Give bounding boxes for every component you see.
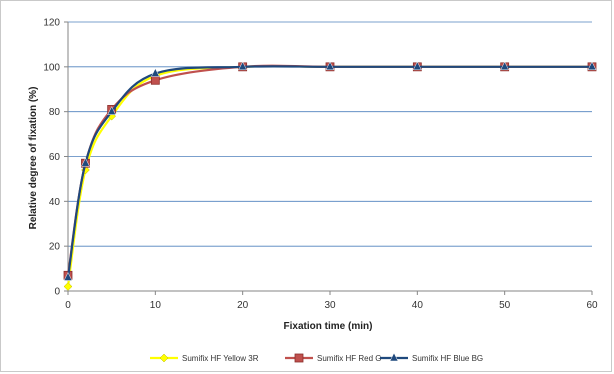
series-line [66, 64, 592, 276]
legend-label: Sumifix HF Yellow 3R [182, 354, 259, 363]
data-point [150, 75, 160, 85]
x-tick-label: 30 [324, 300, 336, 311]
series-line [66, 65, 592, 278]
legend-marker [294, 353, 304, 363]
series-2 [63, 61, 597, 281]
y-tick-label: 80 [49, 107, 61, 118]
y-axis-title: Relative degree of fixation (%) [28, 87, 39, 230]
data-point [412, 61, 422, 71]
data-point [63, 271, 73, 281]
series-1 [63, 62, 597, 280]
y-tick-label: 20 [49, 242, 61, 253]
data-point [107, 106, 117, 115]
x-tick-label: 10 [150, 300, 162, 311]
y-tick-label: 100 [43, 62, 60, 73]
legend-label: Sumifix HF Blue BG [412, 354, 483, 363]
data-point [150, 67, 160, 77]
y-tick-label: 60 [49, 152, 61, 163]
x-tick-label: 60 [586, 300, 598, 311]
axes [64, 21, 593, 295]
legend-entry: Sumifix HF Red G [285, 353, 381, 363]
series-layer [63, 61, 597, 291]
gridlines [68, 21, 592, 247]
x-tick-label: 50 [499, 300, 511, 311]
legend-entry: Sumifix HF Blue BG [380, 352, 483, 363]
x-tick-label: 20 [237, 300, 249, 311]
data-point [238, 61, 248, 71]
y-tick-labels: 0 20 40 60 80 100 120 [43, 18, 60, 298]
data-point [63, 282, 73, 291]
legend-label: Sumifix HF Red G [317, 354, 381, 363]
x-tick-label: 0 [65, 300, 71, 311]
data-point [81, 157, 90, 167]
legend-marker [159, 353, 169, 363]
y-tick-label: 0 [54, 287, 60, 298]
x-tick-label: 40 [412, 300, 424, 311]
data-point [587, 61, 597, 71]
data-point [500, 61, 510, 71]
legend: Sumifix HF Yellow 3R Sumifix HF Red G Sumi… [150, 352, 483, 363]
data-point [325, 61, 335, 71]
y-tick-label: 120 [43, 18, 60, 29]
series-0 [63, 62, 597, 291]
series-line [66, 65, 592, 287]
x-axis-title: Fixation time (min) [284, 321, 373, 332]
x-tick-labels: 0 10 20 30 40 50 60 [65, 300, 598, 311]
y-tick-label: 40 [49, 197, 61, 208]
legend-entry: Sumifix HF Yellow 3R [150, 353, 259, 363]
legend-marker [389, 352, 399, 362]
